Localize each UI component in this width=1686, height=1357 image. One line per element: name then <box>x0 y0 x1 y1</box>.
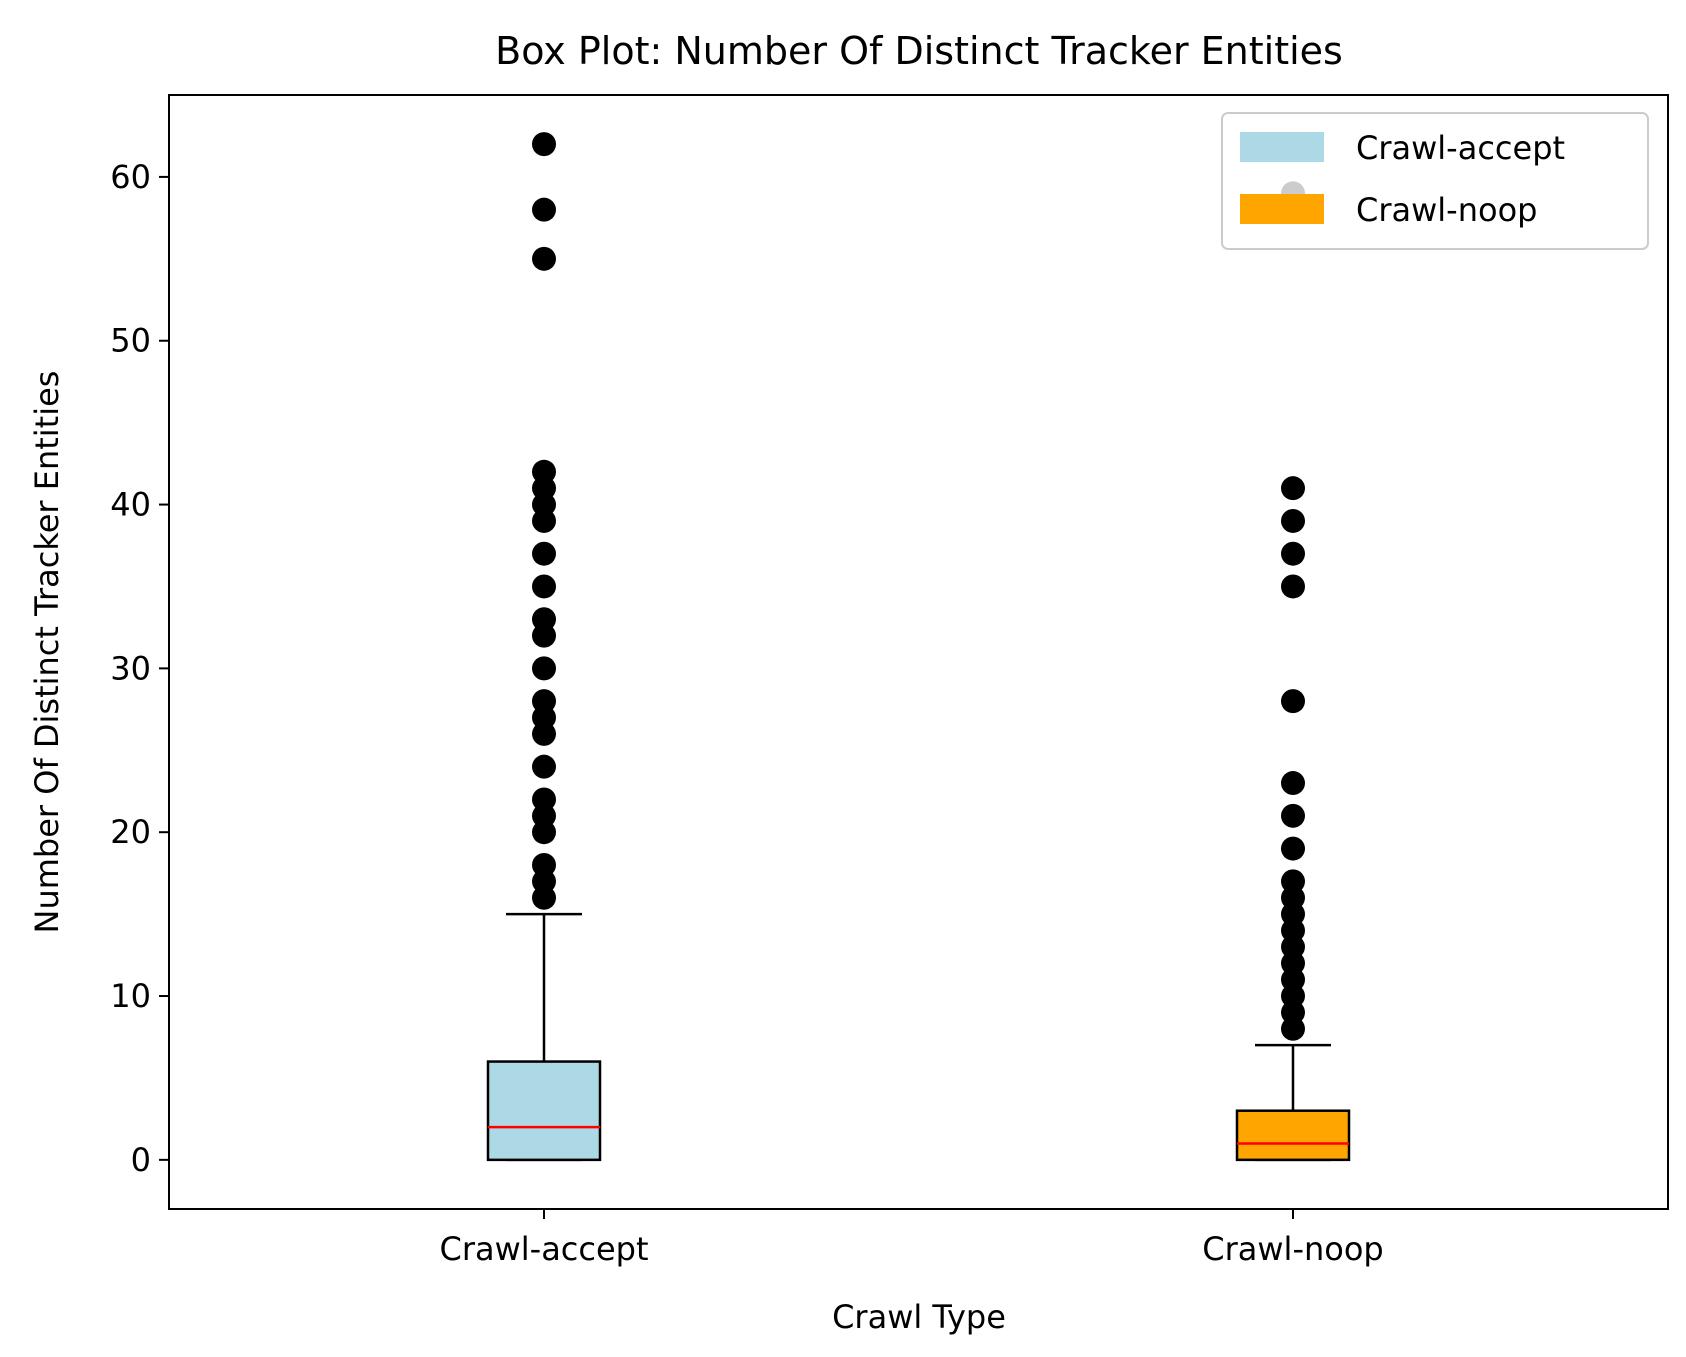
legend-swatch-crawl-accept <box>1240 132 1324 162</box>
y-tick-label: 0 <box>131 1141 151 1179</box>
chart-title: Box Plot: Number Of Distinct Tracker Ent… <box>495 29 1343 73</box>
x-axis-title: Crawl Type <box>832 1298 1006 1336</box>
outlier-point <box>1281 771 1305 796</box>
outlier-point <box>532 132 556 157</box>
outlier-point <box>1281 508 1305 533</box>
y-tick-label: 40 <box>110 486 151 524</box>
outlier-point <box>532 574 556 599</box>
y-tick-label: 50 <box>110 322 151 360</box>
legend-swatch-crawl-noop <box>1240 194 1324 224</box>
outlier-point <box>532 656 556 681</box>
outlier-point <box>532 197 556 222</box>
y-tick-label: 20 <box>110 813 151 851</box>
outlier-point <box>532 852 556 877</box>
legend: Crawl-accept Crawl-noop <box>1221 112 1649 250</box>
legend-label-crawl-accept: Crawl-accept <box>1356 129 1565 167</box>
outlier-point <box>532 607 556 632</box>
outlier-point <box>532 459 556 484</box>
box-group-crawl-accept <box>486 132 602 1162</box>
box <box>486 1060 602 1162</box>
outlier-point <box>532 689 556 714</box>
plot-area <box>486 132 1351 1162</box>
outlier-point <box>1281 689 1305 714</box>
outlier-point <box>532 541 556 566</box>
outlier-point <box>1281 869 1305 894</box>
x-axis: Crawl-accept Crawl-noop <box>439 1209 1384 1268</box>
outlier-point <box>532 787 556 812</box>
outlier-point <box>1281 476 1305 501</box>
legend-label-crawl-noop: Crawl-noop <box>1356 191 1537 229</box>
y-axis: 0 10 20 30 40 50 60 <box>110 158 169 1179</box>
outlier-point <box>532 246 556 271</box>
y-tick-label: 60 <box>110 158 151 196</box>
x-tick-label: Crawl-accept <box>439 1230 648 1268</box>
y-axis-title: Number Of Distinct Tracker Entities <box>28 371 66 934</box>
box <box>1235 1109 1351 1162</box>
plot-frame <box>168 94 1669 1210</box>
legend-frame <box>1221 112 1649 250</box>
outlier-point <box>1281 541 1305 566</box>
x-tick-label: Crawl-noop <box>1202 1230 1383 1268</box>
box-group-crawl-noop <box>1235 476 1351 1162</box>
outlier-point <box>532 754 556 779</box>
y-tick-label: 10 <box>110 977 151 1015</box>
outlier-point <box>1281 836 1305 861</box>
outlier-point <box>1281 574 1305 599</box>
outlier-point <box>1281 803 1305 828</box>
y-tick-label: 30 <box>110 649 151 687</box>
